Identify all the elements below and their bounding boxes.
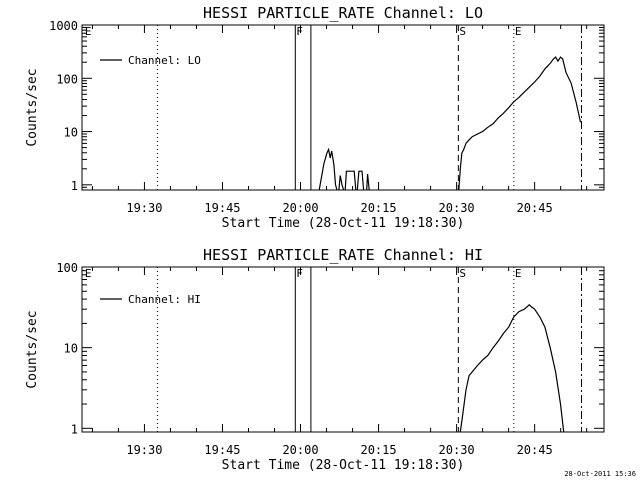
y-tick-label: 1 <box>71 179 78 193</box>
y-tick-label: 1 <box>71 422 78 436</box>
x-tick-label: 20:15 <box>360 201 396 215</box>
legend-label: Channel: HI <box>128 293 201 306</box>
y-tick-label: 10 <box>64 126 78 140</box>
x-tick-label: 19:30 <box>126 443 162 457</box>
y-tick-label: 100 <box>56 261 78 275</box>
x-tick-label: 19:45 <box>204 201 240 215</box>
x-tick-label: 20:45 <box>517 443 553 457</box>
panel-hi: HESSI PARTICLE_RATE Channel: HI 19:30 19:4… <box>25 246 605 473</box>
plot-frame <box>81 266 605 433</box>
x-axis-label: Start Time (28-Oct-11 19:18:30) <box>222 458 465 473</box>
chart-title: HESSI PARTICLE_RATE Channel: LO <box>203 4 483 22</box>
event-marker-label: E <box>515 267 522 280</box>
y-tick-label: 1000 <box>49 19 78 33</box>
event-marker-label: S <box>459 267 466 280</box>
panel-lo: HESSI PARTICLE_RATE Channel: LO 19:30 19:4… <box>25 4 605 231</box>
x-tick-label: 20:30 <box>439 201 475 215</box>
series-line <box>318 147 338 191</box>
y-tick-label: 10 <box>64 342 78 356</box>
chart-title: HESSI PARTICLE_RATE Channel: HI <box>203 246 483 264</box>
y-axis-label: Counts/sec <box>25 68 40 146</box>
plot-frame <box>81 24 605 191</box>
x-tick-label: 19:45 <box>204 443 240 457</box>
x-tick-label: 20:30 <box>439 443 475 457</box>
series-line <box>458 56 582 191</box>
legend-label: Channel: LO <box>128 54 201 67</box>
y-axis-label: Counts/sec <box>25 310 40 388</box>
series-line <box>366 173 370 191</box>
date-stamp: 28-Oct-2011 15:36 <box>564 470 636 478</box>
series-line <box>356 170 365 191</box>
event-marker-label: F <box>296 25 303 38</box>
event-marker-label: S <box>459 25 466 38</box>
series-line <box>344 170 357 191</box>
event-marker-label: E <box>85 25 92 38</box>
y-tick-label: 100 <box>56 72 78 86</box>
series-line <box>338 175 345 191</box>
x-tick-label: 20:00 <box>282 201 318 215</box>
x-axis-label: Start Time (28-Oct-11 19:18:30) <box>222 216 465 231</box>
event-marker-label: E <box>515 25 522 38</box>
x-tick-label: 20:15 <box>360 443 396 457</box>
event-marker-label: E <box>85 267 92 280</box>
x-tick-label: 20:45 <box>517 201 553 215</box>
event-marker-label: F <box>296 267 303 280</box>
x-tick-label: 20:00 <box>282 443 318 457</box>
x-tick-label: 19:30 <box>126 201 162 215</box>
series-line <box>459 303 565 433</box>
